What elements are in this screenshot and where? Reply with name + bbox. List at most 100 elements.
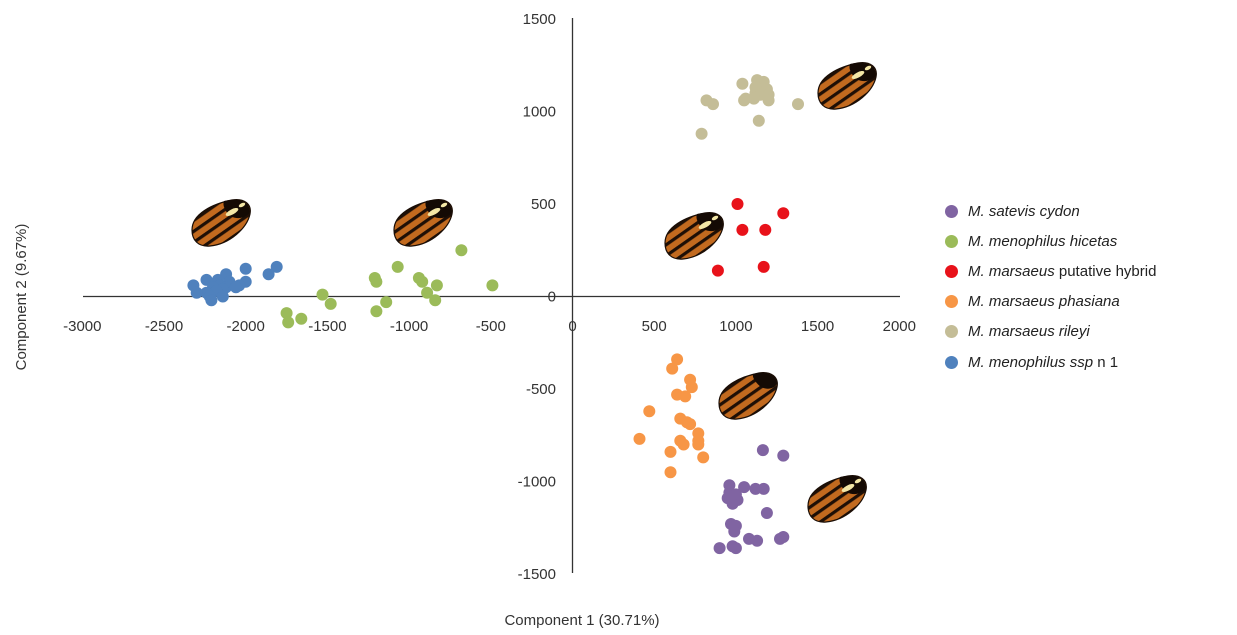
wing-image-menophilus-ssp bbox=[191, 199, 251, 247]
data-point bbox=[792, 98, 804, 111]
data-point bbox=[262, 268, 275, 281]
data-point bbox=[295, 312, 308, 325]
data-point bbox=[757, 260, 770, 273]
legend-label: M. satevis cydon bbox=[968, 203, 1080, 220]
legend-marker bbox=[945, 355, 958, 369]
data-point bbox=[282, 316, 295, 329]
y-tick-labels: 1500 1000 500 0 -500 -1000 -1500 bbox=[518, 11, 556, 583]
y-tick-label: 1500 bbox=[523, 11, 556, 28]
data-point bbox=[729, 542, 742, 555]
data-point bbox=[429, 294, 442, 307]
x-tick-label: 0 bbox=[568, 318, 576, 335]
y-tick-label: -1000 bbox=[518, 474, 556, 491]
legend-label: M. menophilus ssp n 1 bbox=[968, 354, 1118, 371]
data-point bbox=[728, 525, 741, 538]
legend-marker bbox=[945, 234, 958, 248]
data-point bbox=[749, 482, 762, 495]
data-point bbox=[774, 532, 786, 545]
x-axis-title: Component 1 (30.71%) bbox=[504, 612, 659, 629]
legend-item: M. marsaeus rileyi bbox=[945, 317, 1156, 347]
y-tick-label: -500 bbox=[526, 381, 556, 398]
x-tick-label: -3000 bbox=[63, 318, 101, 335]
y-tick-label: -1500 bbox=[518, 566, 556, 583]
data-point bbox=[370, 275, 383, 288]
data-point bbox=[205, 294, 218, 307]
data-point bbox=[695, 127, 708, 140]
y-tick-label: 1000 bbox=[523, 104, 556, 121]
data-point bbox=[760, 507, 773, 519]
x-tick-label: -1500 bbox=[308, 318, 346, 335]
data-point bbox=[756, 444, 769, 457]
data-point bbox=[679, 390, 692, 403]
data-point bbox=[736, 223, 749, 236]
data-point bbox=[190, 286, 203, 299]
data-point bbox=[270, 260, 283, 273]
data-point bbox=[633, 432, 646, 445]
x-tick-label: -2500 bbox=[145, 318, 183, 335]
data-point bbox=[486, 279, 499, 292]
legend-label: M. marsaeus rileyi bbox=[968, 323, 1090, 340]
legend-label: M. menophilus hicetas bbox=[968, 233, 1117, 250]
x-tick-label: 500 bbox=[642, 318, 667, 335]
data-point bbox=[391, 260, 404, 273]
data-point bbox=[216, 290, 229, 303]
data-point bbox=[692, 438, 705, 451]
data-point bbox=[721, 492, 734, 505]
data-point bbox=[759, 223, 772, 236]
data-point bbox=[643, 405, 656, 418]
legend-label: M. marsaeus putative hybrid bbox=[968, 263, 1156, 280]
x-tick-label: 1500 bbox=[801, 318, 834, 335]
legend-label-plain: putative hybrid bbox=[1054, 262, 1157, 280]
legend-label-plain: n 1 bbox=[1093, 353, 1119, 371]
y-tick-label: 0 bbox=[548, 289, 556, 306]
data-point bbox=[736, 77, 749, 90]
data-point bbox=[229, 281, 242, 294]
data-point bbox=[684, 418, 697, 431]
data-point bbox=[455, 244, 468, 257]
legend-item: M. satevis cydon bbox=[945, 196, 1156, 226]
legend-marker bbox=[945, 295, 958, 309]
x-tick-label: -500 bbox=[476, 318, 506, 335]
data-point bbox=[713, 542, 726, 555]
butterfly-wing-images bbox=[191, 62, 877, 523]
legend-marker bbox=[945, 325, 958, 339]
data-point bbox=[664, 466, 677, 479]
legend-label-italic: M. marsaeus phasiana bbox=[968, 293, 1120, 311]
legend-marker bbox=[945, 204, 958, 218]
legend: M. satevis cydon M. menophilus hicetas M. … bbox=[945, 196, 1156, 377]
data-point bbox=[430, 279, 443, 292]
data-point bbox=[316, 288, 329, 301]
legend-item: M. menophilus ssp n 1 bbox=[945, 347, 1156, 377]
x-tick-label: 1000 bbox=[719, 318, 752, 335]
data-point bbox=[416, 275, 429, 288]
data-point bbox=[731, 198, 744, 210]
data-point bbox=[684, 373, 697, 386]
y-tick-label: 500 bbox=[531, 196, 556, 213]
data-point bbox=[747, 92, 760, 105]
data-point bbox=[324, 297, 337, 310]
x-tick-labels: -3000 -2500 -2000 -1500 -1000 -500 0 500 1000 150… bbox=[63, 318, 916, 335]
data-point bbox=[762, 94, 775, 107]
y-axis-title: Component 2 (9.67%) bbox=[13, 224, 30, 371]
data-point bbox=[777, 449, 790, 462]
data-point bbox=[777, 207, 790, 220]
data-point bbox=[738, 94, 751, 107]
x-tick-label: 2000 bbox=[883, 318, 916, 335]
data-point bbox=[666, 362, 679, 375]
data-point bbox=[757, 482, 770, 495]
data-point bbox=[752, 114, 765, 127]
data-point bbox=[380, 296, 393, 309]
wing-image-satevis-cydon bbox=[807, 475, 867, 523]
data-point bbox=[751, 534, 764, 547]
legend-label-italic: M. satevis cydon bbox=[968, 202, 1080, 220]
data-point bbox=[370, 305, 383, 318]
data-point bbox=[664, 445, 677, 458]
data-point bbox=[671, 353, 684, 366]
x-tick-label: -1000 bbox=[390, 318, 428, 335]
wing-image-marsaeus-hybrid bbox=[664, 212, 724, 260]
x-tick-label: -2000 bbox=[227, 318, 265, 335]
legend-label-italic: M. marsaeus rileyi bbox=[968, 323, 1090, 341]
wing-image-menophilus-hicetas bbox=[393, 199, 453, 247]
data-points bbox=[187, 74, 804, 555]
data-point bbox=[239, 262, 252, 275]
